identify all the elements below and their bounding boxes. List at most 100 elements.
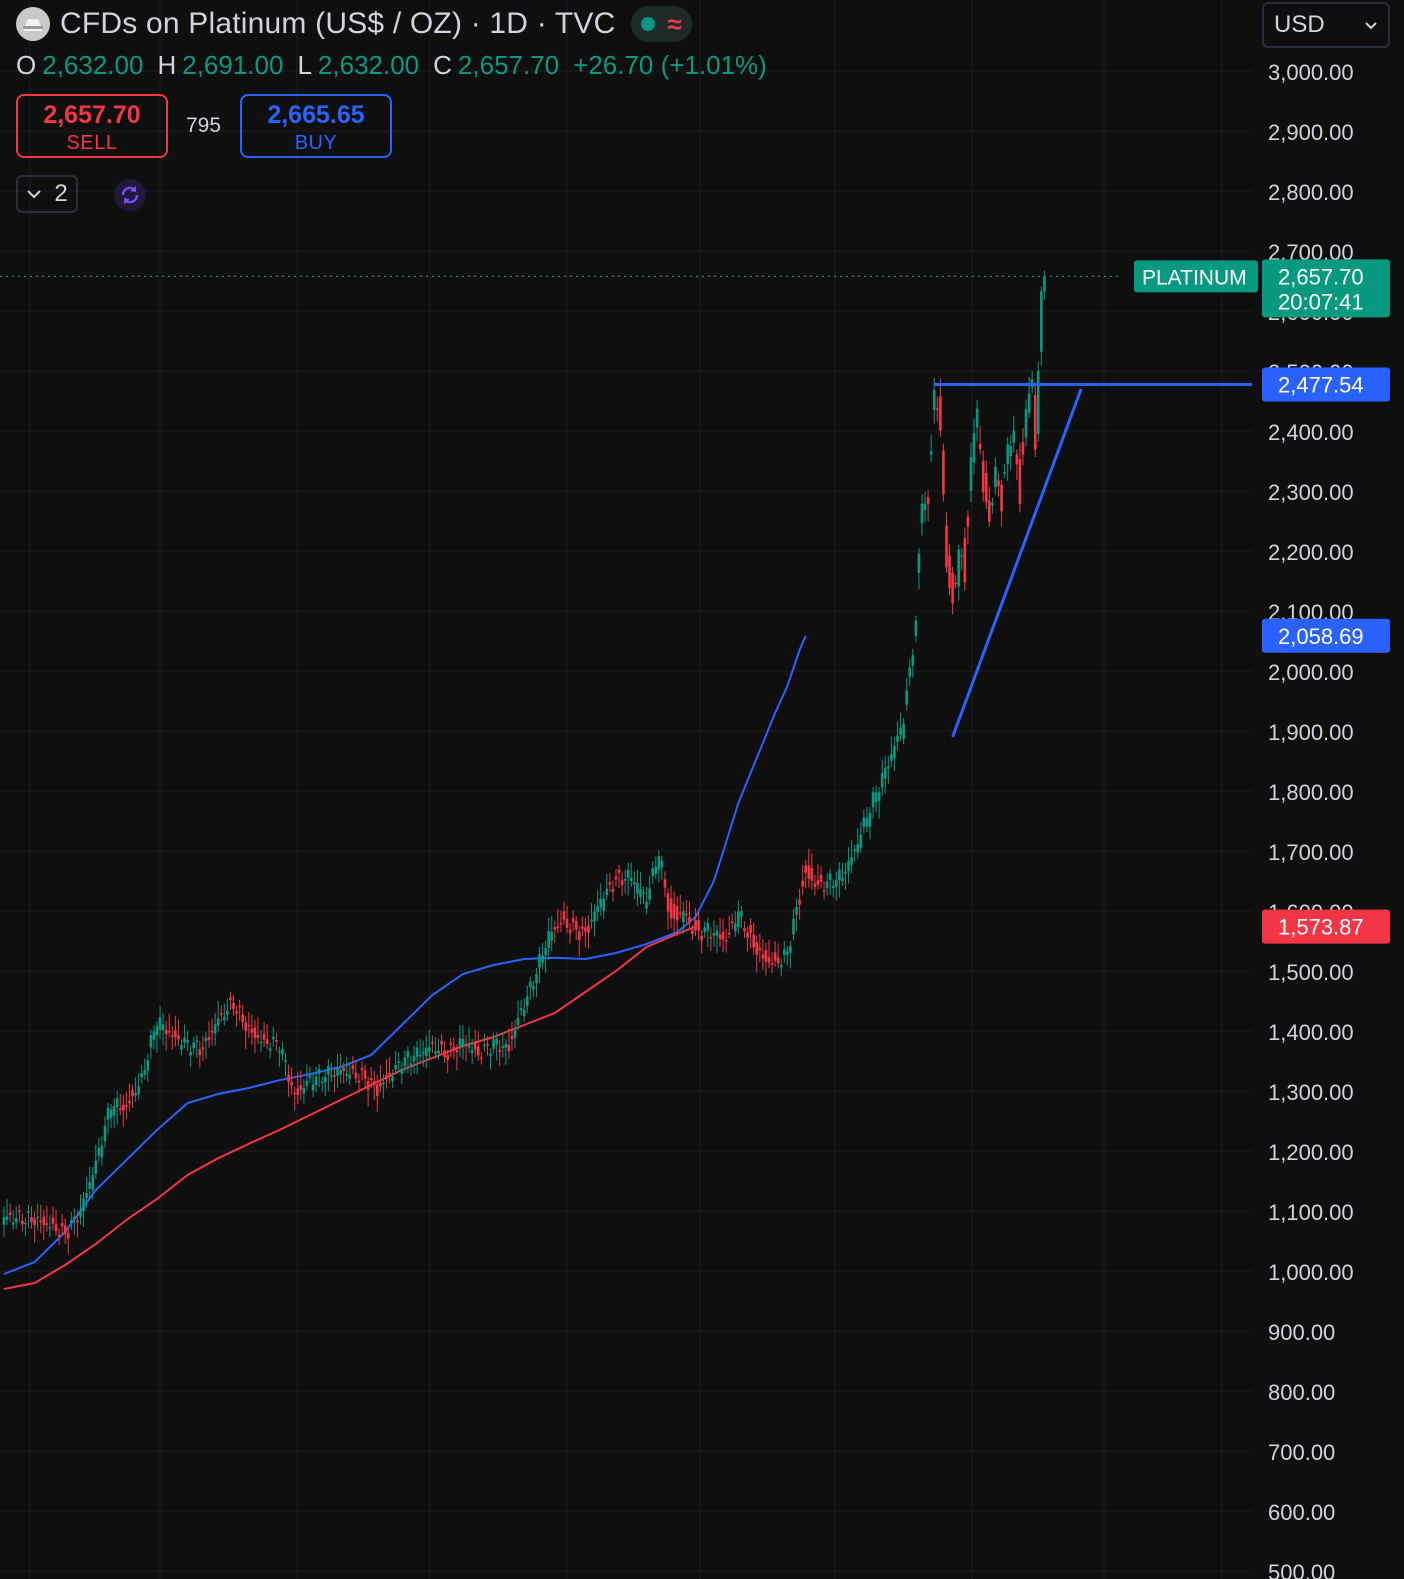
candle-body — [171, 1035, 174, 1037]
candle-body — [122, 1104, 125, 1111]
candle-body — [672, 903, 676, 919]
candle-body — [877, 792, 881, 801]
candle-body — [250, 1028, 254, 1033]
candle-body — [385, 1074, 388, 1080]
candle-body — [908, 667, 912, 677]
y-tick-label: 2,400.00 — [1268, 420, 1354, 445]
candle-body — [379, 1082, 382, 1087]
candle-body — [972, 433, 976, 463]
y-tick-label: 700.00 — [1268, 1440, 1335, 1465]
candle-body — [553, 927, 557, 930]
candle-body — [859, 834, 863, 848]
candle-body — [146, 1060, 150, 1071]
candle-body — [247, 1024, 251, 1027]
candle-body — [574, 921, 578, 930]
candle-body — [819, 875, 823, 882]
candle-body — [112, 1106, 116, 1116]
candle-body — [853, 849, 856, 852]
candle-body — [8, 1212, 12, 1215]
candle-body — [896, 735, 899, 742]
candle-body — [158, 1017, 162, 1030]
candle-body — [639, 889, 642, 897]
candle-body — [290, 1082, 293, 1086]
candle-body — [54, 1224, 58, 1232]
candle-body — [783, 949, 786, 955]
candle-body — [516, 1017, 520, 1026]
candle-body — [758, 947, 762, 951]
candle-body — [645, 901, 648, 909]
y-tick-label: 2,800.00 — [1268, 180, 1354, 205]
sell-button[interactable]: 2,657.70 SELL — [16, 94, 168, 158]
candle-body — [137, 1086, 140, 1094]
candle-body — [336, 1067, 339, 1076]
candle-body — [712, 933, 716, 936]
candle-body — [21, 1220, 24, 1225]
chart-title[interactable]: CFDs on Platinum (US$ / OZ) · 1D · TVC — [60, 7, 616, 40]
candle-body — [709, 937, 713, 939]
candle-body — [556, 926, 560, 928]
candle-body — [330, 1075, 333, 1077]
symbol-tag-bg — [1134, 260, 1258, 293]
candle-body — [893, 745, 896, 759]
candle-body — [535, 974, 538, 984]
candle-body — [415, 1047, 419, 1057]
candle-body — [1015, 454, 1019, 465]
candle-body — [131, 1089, 134, 1097]
candle-body — [437, 1050, 440, 1054]
candle-body — [1003, 472, 1006, 474]
candle-body — [565, 919, 569, 928]
candle-body — [1018, 459, 1022, 505]
candle-body — [660, 860, 664, 868]
buy-button[interactable]: 2,665.65 BUY — [240, 94, 392, 158]
candle-body — [443, 1050, 446, 1058]
candle-body — [388, 1072, 391, 1076]
candle-body — [541, 955, 544, 963]
candle-body — [320, 1081, 324, 1084]
candle-body — [770, 963, 774, 965]
chevron-down-icon — [27, 190, 42, 199]
candle-body — [452, 1046, 456, 1051]
candle-body — [195, 1040, 199, 1042]
candle-body — [651, 868, 655, 876]
candle-body — [547, 931, 550, 948]
sync-icon[interactable] — [114, 179, 146, 211]
candle-body — [483, 1044, 486, 1047]
y-tick-label: 2,000.00 — [1268, 660, 1354, 685]
candle-body — [79, 1209, 82, 1217]
candle-body — [369, 1077, 373, 1080]
y-tick-label: 500.00 — [1268, 1560, 1335, 1579]
candle-body — [489, 1053, 492, 1056]
candle-body — [63, 1225, 67, 1234]
market-status[interactable]: ≈ — [631, 6, 692, 42]
candle-body — [789, 946, 792, 953]
candle-body — [183, 1037, 186, 1043]
low-value: 2,632.00 — [317, 50, 420, 80]
candle-body — [868, 813, 872, 827]
candle-body — [1043, 276, 1046, 292]
candle-body — [27, 1211, 30, 1214]
candles — [2, 270, 1046, 1254]
buy-price: 2,665.65 — [267, 101, 365, 129]
candle-body — [804, 865, 808, 873]
candle-body — [259, 1041, 263, 1043]
platinum-icon[interactable] — [16, 7, 50, 41]
candle-body — [24, 1222, 27, 1225]
candle-body — [1009, 446, 1013, 457]
candle-body — [975, 408, 979, 428]
candle-body — [271, 1036, 275, 1040]
chart-grid — [0, 0, 1252, 1579]
candle-body — [406, 1051, 410, 1058]
candle-body — [948, 555, 951, 589]
candle-body — [865, 817, 869, 827]
candle-body — [562, 911, 566, 920]
candle-body — [128, 1100, 131, 1104]
candle-body — [663, 879, 667, 888]
open-label: O — [16, 50, 37, 80]
y-tick-label: 2,200.00 — [1268, 540, 1354, 565]
candle-body — [706, 923, 710, 931]
currency-select[interactable]: USD — [1262, 2, 1390, 48]
candle-body — [890, 754, 893, 761]
indicators-toggle-button[interactable]: 2 — [16, 175, 78, 213]
candle-body — [412, 1056, 416, 1062]
